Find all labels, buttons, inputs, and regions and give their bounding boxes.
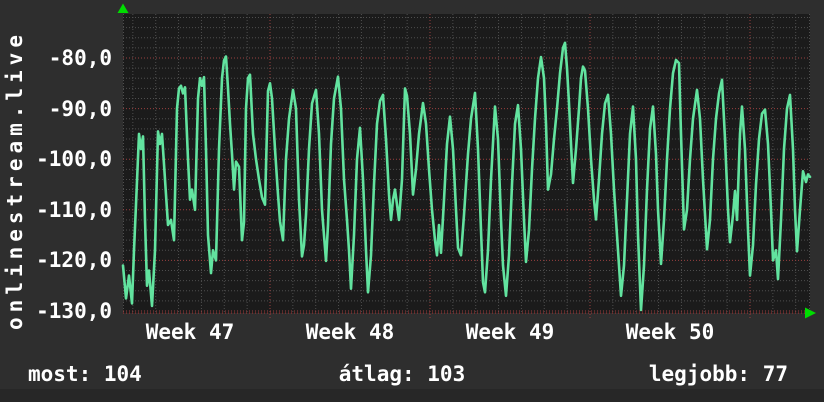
y-tick-label: -110,0 <box>36 197 112 222</box>
y-tick-label: -130,0 <box>36 299 112 323</box>
footer-strip <box>0 389 824 402</box>
x-tick-label: Week 49 <box>465 320 555 344</box>
y-tick-label: -100,0 <box>36 147 112 172</box>
stat-atlag-value: 103 <box>427 362 466 386</box>
stat-legjobb: legjobb: 77 <box>649 362 788 386</box>
y-tick-label: -120,0 <box>36 248 112 273</box>
x-tick-label: Week 50 <box>625 320 715 344</box>
stat-most-label: most: <box>28 362 92 386</box>
axis-right-arrow-icon <box>805 307 816 319</box>
stat-legjobb-value: 77 <box>762 362 788 386</box>
stat-atlag: átlag: 103 <box>0 362 804 386</box>
y-tick-label: -90,0 <box>48 96 112 121</box>
x-tick-label: Week 48 <box>305 320 395 344</box>
y-tick-label: -80,0 <box>48 46 112 70</box>
stat-atlag-label: átlag: <box>338 362 415 386</box>
x-tick-label: Week 47 <box>145 320 235 344</box>
stat-legjobb-label: legjobb: <box>648 362 751 386</box>
stat-most: most: 104 <box>28 362 142 386</box>
stat-most-value: 104 <box>103 362 142 386</box>
axis-up-arrow-icon <box>117 3 129 13</box>
signal-line <box>121 41 812 312</box>
